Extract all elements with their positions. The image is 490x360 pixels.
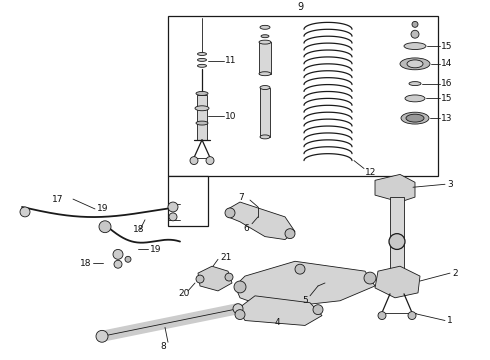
Circle shape <box>408 312 416 320</box>
Text: 11: 11 <box>225 57 237 66</box>
Text: 19: 19 <box>97 204 108 213</box>
Text: 13: 13 <box>441 114 452 123</box>
Text: 10: 10 <box>225 112 237 121</box>
Text: 2: 2 <box>452 269 458 278</box>
Text: 3: 3 <box>447 180 453 189</box>
Ellipse shape <box>197 53 206 55</box>
Circle shape <box>99 221 111 233</box>
Ellipse shape <box>197 64 206 67</box>
Ellipse shape <box>260 86 270 90</box>
Bar <box>168 17 438 176</box>
Text: 1: 1 <box>447 316 453 325</box>
Circle shape <box>196 275 204 283</box>
Circle shape <box>378 312 386 320</box>
Ellipse shape <box>196 121 208 125</box>
Ellipse shape <box>259 40 271 44</box>
Ellipse shape <box>400 58 430 70</box>
Circle shape <box>96 330 108 342</box>
Bar <box>390 197 404 276</box>
Circle shape <box>364 272 376 284</box>
Circle shape <box>295 264 305 274</box>
Polygon shape <box>375 174 415 202</box>
Polygon shape <box>235 261 375 309</box>
Circle shape <box>412 21 418 27</box>
Polygon shape <box>238 296 322 325</box>
Circle shape <box>225 273 233 281</box>
Bar <box>168 176 208 226</box>
Circle shape <box>125 256 131 262</box>
Bar <box>259 42 271 74</box>
Polygon shape <box>198 266 232 291</box>
Circle shape <box>285 229 295 239</box>
Text: 6: 6 <box>243 224 249 233</box>
Circle shape <box>234 281 246 293</box>
Ellipse shape <box>260 135 270 139</box>
Ellipse shape <box>401 112 429 124</box>
Circle shape <box>20 207 30 217</box>
Ellipse shape <box>196 91 208 95</box>
Circle shape <box>168 202 178 212</box>
Bar <box>197 95 207 140</box>
Circle shape <box>225 208 235 218</box>
Text: 15: 15 <box>441 94 452 103</box>
Circle shape <box>113 249 123 259</box>
Bar <box>260 87 270 137</box>
Ellipse shape <box>405 95 425 102</box>
Text: 5: 5 <box>302 296 308 305</box>
Ellipse shape <box>261 35 269 38</box>
Text: 18: 18 <box>80 259 92 268</box>
Text: 21: 21 <box>220 253 231 262</box>
Polygon shape <box>375 266 420 298</box>
Text: 12: 12 <box>365 168 376 177</box>
Circle shape <box>313 305 323 315</box>
Text: 20: 20 <box>178 289 189 298</box>
Text: 17: 17 <box>52 195 64 204</box>
Polygon shape <box>228 202 295 239</box>
Ellipse shape <box>406 114 424 122</box>
Text: 4: 4 <box>275 318 281 327</box>
Circle shape <box>235 310 245 320</box>
Text: 8: 8 <box>160 342 166 351</box>
Text: 7: 7 <box>238 193 244 202</box>
Circle shape <box>169 213 177 221</box>
Ellipse shape <box>260 25 270 29</box>
Circle shape <box>206 157 214 165</box>
Text: 9: 9 <box>297 1 303 12</box>
Text: 14: 14 <box>441 59 452 68</box>
Text: 18: 18 <box>133 225 145 234</box>
Ellipse shape <box>197 58 206 61</box>
Circle shape <box>114 260 122 268</box>
Circle shape <box>389 234 405 249</box>
Ellipse shape <box>409 82 421 86</box>
Ellipse shape <box>195 106 209 111</box>
Text: 19: 19 <box>150 245 162 254</box>
Ellipse shape <box>259 72 271 76</box>
Ellipse shape <box>404 42 426 50</box>
Circle shape <box>190 157 198 165</box>
Circle shape <box>233 304 243 314</box>
Circle shape <box>411 30 419 38</box>
Ellipse shape <box>407 60 423 68</box>
Text: 15: 15 <box>441 41 452 50</box>
Text: 16: 16 <box>441 79 452 88</box>
